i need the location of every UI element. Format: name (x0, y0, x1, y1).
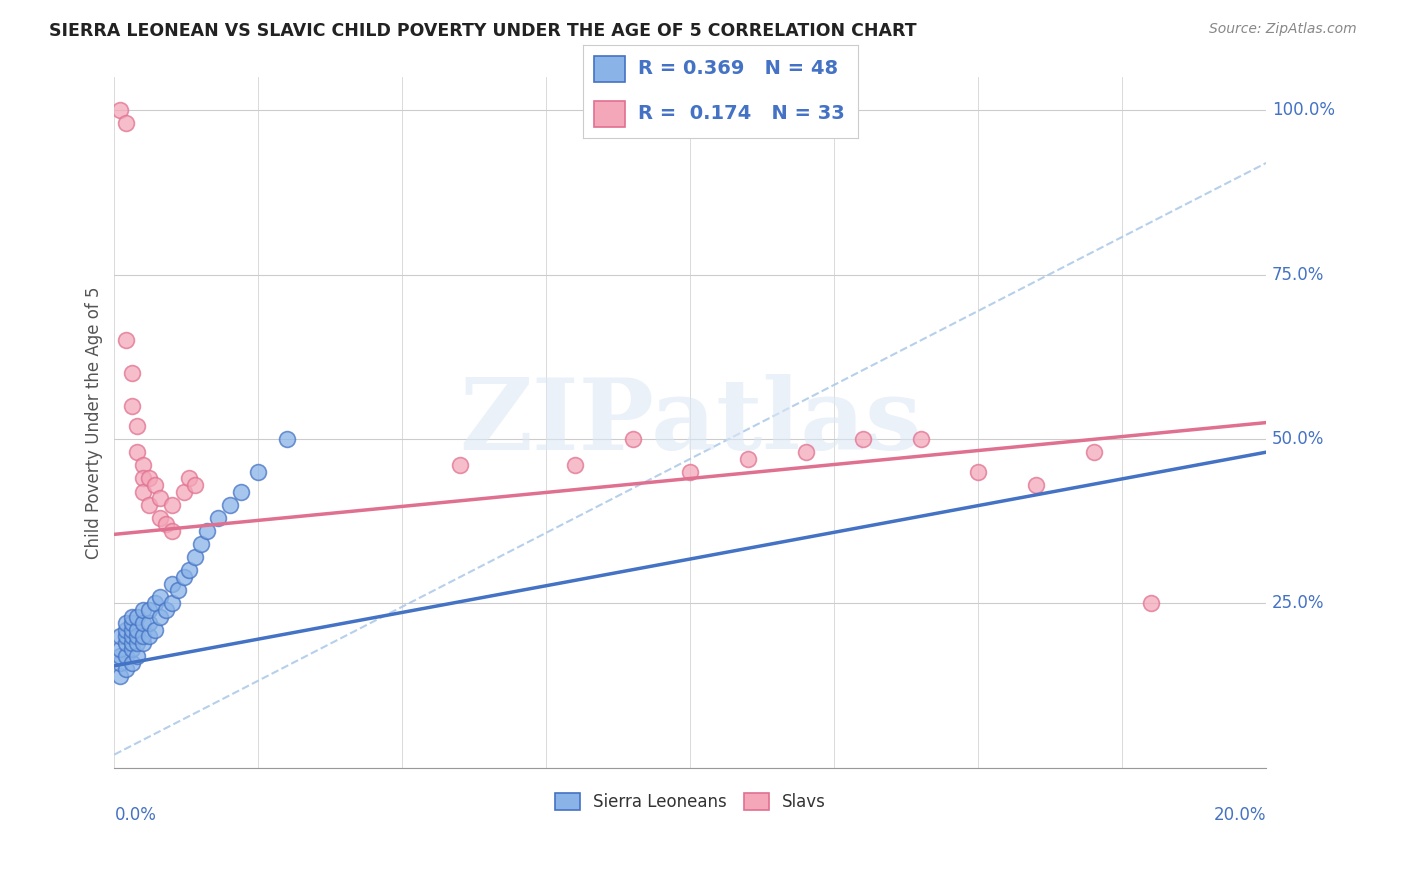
Point (967, 465, 990, 479)
Point (143, 596, 166, 610)
Point (160, 524, 183, 538)
Point (218, 498, 240, 512)
Point (108, 642, 131, 657)
Point (127, 623, 149, 637)
Legend: Sierra Leoneans, Slavs: Sierra Leoneans, Slavs (548, 787, 832, 818)
Point (132, 471, 155, 485)
Point (121, 623, 143, 637)
Point (621, 432, 644, 446)
Point (127, 636, 149, 650)
Point (143, 623, 166, 637)
FancyBboxPatch shape (595, 101, 624, 127)
Point (121, 636, 143, 650)
Point (143, 478, 166, 492)
Point (115, 629, 138, 643)
Point (166, 583, 188, 598)
Point (127, 445, 149, 459)
Point (679, 465, 702, 479)
Point (190, 537, 212, 551)
Point (149, 590, 172, 604)
Point (179, 564, 201, 578)
Text: R =  0.174   N = 33: R = 0.174 N = 33 (638, 104, 845, 123)
Point (115, 334, 138, 348)
Point (138, 603, 160, 617)
Point (138, 498, 160, 512)
Point (149, 609, 172, 624)
Point (138, 471, 160, 485)
Point (207, 511, 229, 525)
Point (108, 629, 131, 643)
Point (910, 432, 932, 446)
Point (132, 636, 155, 650)
Y-axis label: Child Poverty Under the Age of 5: Child Poverty Under the Age of 5 (86, 286, 103, 558)
Point (127, 629, 149, 643)
Point (737, 451, 759, 466)
Text: 0.0%: 0.0% (114, 805, 156, 823)
Point (564, 458, 586, 473)
Point (173, 484, 195, 499)
Text: SIERRA LEONEAN VS SLAVIC CHILD POVERTY UNDER THE AGE OF 5 CORRELATION CHART: SIERRA LEONEAN VS SLAVIC CHILD POVERTY U… (49, 22, 917, 40)
Point (115, 648, 138, 663)
Point (852, 432, 875, 446)
Point (794, 445, 817, 459)
Point (121, 642, 143, 657)
Text: 25.0%: 25.0% (1272, 594, 1324, 612)
Text: R = 0.369   N = 48: R = 0.369 N = 48 (638, 60, 838, 78)
Point (179, 471, 201, 485)
Text: 75.0%: 75.0% (1272, 266, 1324, 284)
Point (108, 103, 131, 118)
Point (155, 603, 177, 617)
Point (127, 609, 149, 624)
Point (132, 616, 155, 631)
Text: 100.0%: 100.0% (1272, 102, 1336, 120)
Point (121, 366, 143, 380)
Point (276, 432, 298, 446)
Text: Source: ZipAtlas.com: Source: ZipAtlas.com (1209, 22, 1357, 37)
Point (108, 656, 131, 670)
Point (115, 623, 138, 637)
FancyBboxPatch shape (595, 56, 624, 82)
Point (173, 570, 195, 584)
Point (121, 629, 143, 643)
Point (229, 484, 252, 499)
Point (132, 629, 155, 643)
Point (449, 458, 471, 473)
Point (132, 458, 155, 473)
Point (1083, 445, 1105, 459)
Point (149, 491, 172, 505)
Point (127, 648, 149, 663)
Point (1025, 478, 1047, 492)
Point (132, 484, 155, 499)
Point (160, 498, 183, 512)
Point (184, 550, 207, 565)
Text: 20.0%: 20.0% (1213, 805, 1267, 823)
Point (138, 616, 160, 631)
Point (149, 511, 172, 525)
Text: ZIPatlas: ZIPatlas (460, 374, 921, 471)
Point (138, 629, 160, 643)
Point (155, 517, 177, 532)
Point (115, 116, 138, 130)
Point (121, 609, 143, 624)
Point (132, 603, 155, 617)
Point (195, 524, 218, 538)
Point (115, 636, 138, 650)
Point (160, 596, 183, 610)
Point (121, 656, 143, 670)
Point (121, 616, 143, 631)
Point (127, 418, 149, 433)
Point (121, 399, 143, 413)
Point (184, 478, 207, 492)
Point (108, 648, 131, 663)
Point (108, 668, 131, 682)
Point (160, 576, 183, 591)
Point (247, 465, 270, 479)
Point (115, 662, 138, 676)
Point (1140, 596, 1163, 610)
Text: 50.0%: 50.0% (1272, 430, 1324, 448)
Point (115, 616, 138, 631)
